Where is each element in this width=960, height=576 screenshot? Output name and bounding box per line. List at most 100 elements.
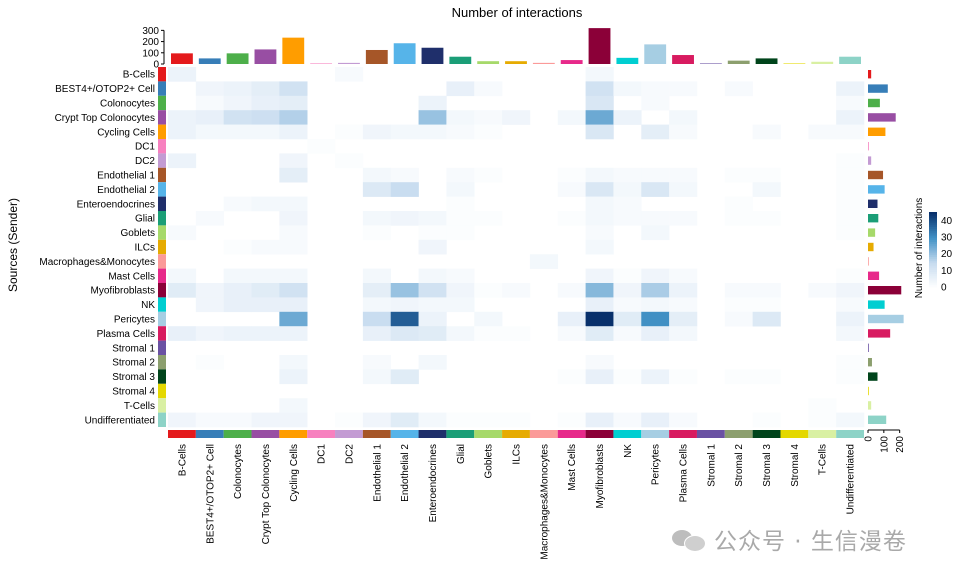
- right-bar-myofibroblasts: [868, 286, 902, 295]
- col-label-stromal-3: Stromal 3: [762, 444, 773, 487]
- heatmap-cell: [418, 297, 447, 313]
- heatmap-cell: [585, 81, 614, 97]
- colorbar-segment: [929, 277, 937, 280]
- heatmap-cell: [362, 124, 392, 140]
- heatmap-cell: [585, 283, 614, 298]
- heatmap-cell: [362, 268, 392, 284]
- colorbar-segment: [929, 227, 937, 230]
- colorbar-segment: [929, 213, 937, 217]
- heatmap-cell: [223, 412, 252, 428]
- heatmap-cell: [641, 167, 670, 183]
- row-color-dc2: [158, 153, 166, 168]
- heatmap-cell: [418, 412, 447, 428]
- heatmap-cell: [195, 124, 224, 140]
- heatmap-cell: [390, 412, 419, 428]
- right-bar-enteroendocrines: [868, 199, 878, 208]
- heatmap-cell: [502, 412, 531, 428]
- heatmap-cell: [251, 196, 280, 212]
- top-bar-tick-label: 0: [153, 60, 159, 71]
- heatmap-cell: [362, 326, 392, 341]
- heatmap-cell: [724, 211, 753, 226]
- heatmap-cell: [557, 326, 586, 341]
- heatmap-cell: [251, 124, 280, 140]
- right-bar-mast-cells: [868, 271, 880, 280]
- right-bar-nk: [868, 300, 885, 309]
- row-color-dc1: [158, 139, 166, 154]
- colorbar-segment: [929, 240, 937, 243]
- heatmap-cell: [474, 81, 503, 97]
- col-color-glial: [446, 430, 475, 438]
- heatmap-cell: [279, 268, 308, 284]
- heatmap-cell: [279, 95, 308, 111]
- heatmap-cell: [279, 326, 308, 341]
- y-axis-label: Sources (Sender): [6, 198, 20, 292]
- col-label-colonocytes: Colonocytes: [233, 444, 244, 499]
- right-bar-stromal-1: [868, 343, 869, 352]
- colorbar-segment: [929, 281, 937, 284]
- right-bar-b-cells: [868, 70, 872, 79]
- top-bar-tick-label: 100: [142, 48, 159, 59]
- colorbar-segment: [929, 225, 937, 228]
- heatmap-cell: [362, 412, 392, 428]
- heatmap-cell: [474, 110, 503, 125]
- heatmap-cell: [836, 211, 865, 226]
- heatmap-cell: [808, 398, 837, 413]
- col-label-goblets: Goblets: [484, 444, 495, 478]
- heatmap-cell: [223, 81, 252, 97]
- heatmap-cell: [168, 412, 197, 428]
- colorbar-segment: [929, 253, 937, 256]
- heatmap-cell: [557, 211, 586, 226]
- right-bar-endothelial-2: [868, 185, 885, 194]
- heatmap-cell: [251, 81, 280, 97]
- heatmap-cell: [641, 81, 670, 97]
- col-color-macrophages-monocytes: [529, 430, 558, 438]
- top-bar-cycling-cells: [282, 37, 305, 64]
- heatmap-cell: [669, 182, 698, 197]
- right-bar-t-cells: [868, 401, 872, 410]
- heatmap-cell: [195, 211, 224, 226]
- row-color-stromal-1: [158, 340, 166, 355]
- col-color-colonocytes: [223, 430, 252, 438]
- heatmap-cell: [836, 95, 865, 111]
- heatmap-cell: [223, 297, 252, 313]
- heatmap-cell: [279, 412, 308, 428]
- heatmap-cell: [641, 182, 670, 197]
- heatmap-cell: [669, 283, 698, 298]
- right-bar-tick-label: 100: [879, 436, 890, 453]
- heatmap-cell: [223, 196, 252, 212]
- heatmap-cell: [446, 124, 475, 140]
- colorbar-label: Number of interactions: [914, 198, 925, 299]
- right-bar-best4-otop2-cell: [868, 84, 888, 93]
- col-label-nk: NK: [623, 444, 634, 458]
- top-bar-stromal-1: [699, 63, 722, 64]
- colorbar-segment: [929, 219, 937, 222]
- wechat-icon: [672, 526, 706, 552]
- heatmap-cell: [641, 225, 670, 241]
- colorbar-tick-label: 10: [941, 266, 953, 277]
- colorbar-segment: [929, 255, 937, 258]
- right-bar-stromal-3: [868, 372, 878, 381]
- row-label-undifferentiated: Undifferentiated: [85, 415, 155, 426]
- colorbar-segment: [929, 260, 937, 264]
- top-bar-endothelial-1: [365, 49, 388, 64]
- heatmap-cell: [613, 326, 642, 341]
- watermark-text: 公众号 · 生信漫卷: [714, 529, 907, 555]
- col-color-dc1: [307, 430, 336, 438]
- top-bar-b-cells: [171, 53, 193, 64]
- top-bar-enteroendocrines: [421, 47, 444, 64]
- heatmap-cell: [390, 283, 419, 298]
- row-label-best4-otop2-cell: BEST4+/OTOP2+ Cell: [55, 84, 155, 95]
- row-label-mast-cells: Mast Cells: [108, 271, 155, 282]
- heatmap-cell: [251, 239, 280, 255]
- right-bar-goblets: [868, 228, 876, 237]
- row-label-crypt-top-colonocytes: Crypt Top Colonocytes: [55, 113, 155, 124]
- heatmap-cell: [613, 196, 642, 212]
- col-color-goblets: [474, 430, 503, 438]
- top-bar-plasma-cells: [672, 55, 694, 64]
- heatmap-cell: [724, 167, 753, 183]
- heatmap-cell: [474, 326, 503, 341]
- top-bar-macrophages-monocytes: [532, 62, 555, 64]
- col-color-myofibroblasts: [585, 430, 614, 438]
- right-bar-tick-label: 200: [895, 436, 906, 453]
- heatmap-cell: [641, 297, 670, 313]
